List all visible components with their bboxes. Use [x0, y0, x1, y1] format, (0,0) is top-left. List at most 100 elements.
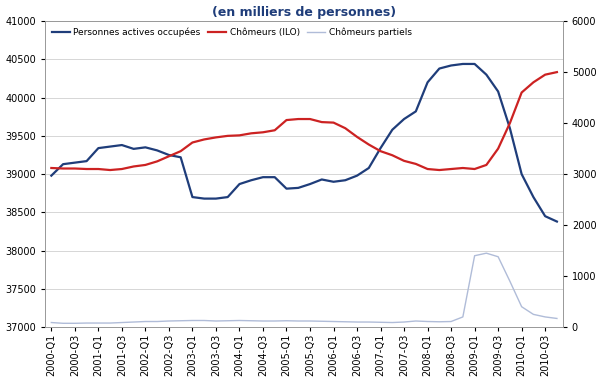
Personnes actives occupées: [530, 195, 537, 199]
Chômeurs partiels: [518, 304, 526, 309]
Chômeurs (ILO): [142, 163, 149, 167]
Chômeurs (ILO): [271, 128, 278, 133]
Personnes actives occupées: [247, 178, 255, 183]
Chômeurs (ILO): [424, 167, 431, 171]
Chômeurs partiels: [166, 319, 173, 323]
Chômeurs (ILO): [118, 167, 125, 171]
Chômeurs (ILO): [471, 167, 478, 171]
Chômeurs partiels: [353, 320, 361, 324]
Chômeurs (ILO): [330, 120, 337, 125]
Personnes actives occupées: [200, 196, 208, 201]
Personnes actives occupées: [424, 80, 431, 84]
Chômeurs (ILO): [483, 163, 490, 167]
Chômeurs (ILO): [48, 166, 55, 170]
Chômeurs partiels: [530, 312, 537, 317]
Chômeurs partiels: [189, 318, 196, 323]
Chômeurs partiels: [436, 319, 443, 324]
Chômeurs (ILO): [459, 166, 467, 170]
Chômeurs partiels: [142, 319, 149, 324]
Chômeurs (ILO): [107, 168, 114, 172]
Chômeurs (ILO): [342, 126, 349, 131]
Chômeurs partiels: [60, 321, 67, 325]
Chômeurs (ILO): [83, 167, 90, 171]
Personnes actives occupées: [553, 219, 560, 224]
Chômeurs partiels: [318, 319, 325, 324]
Personnes actives occupées: [48, 173, 55, 178]
Personnes actives occupées: [154, 148, 161, 153]
Personnes actives occupées: [60, 162, 67, 167]
Chômeurs (ILO): [213, 135, 220, 140]
Personnes actives occupées: [259, 175, 267, 180]
Chômeurs partiels: [483, 251, 490, 256]
Chômeurs partiels: [48, 320, 55, 325]
Personnes actives occupées: [236, 182, 243, 186]
Chômeurs partiels: [506, 279, 514, 283]
Chômeurs (ILO): [306, 117, 314, 121]
Chômeurs (ILO): [177, 149, 184, 154]
Chômeurs partiels: [342, 319, 349, 324]
Chômeurs (ILO): [247, 131, 255, 136]
Chômeurs (ILO): [412, 162, 420, 166]
Chômeurs (ILO): [518, 90, 526, 95]
Chômeurs (ILO): [530, 80, 537, 84]
Personnes actives occupées: [177, 155, 184, 160]
Chômeurs (ILO): [506, 121, 514, 125]
Chômeurs partiels: [236, 318, 243, 323]
Personnes actives occupées: [130, 147, 137, 151]
Chômeurs (ILO): [353, 134, 361, 139]
Personnes actives occupées: [518, 172, 526, 176]
Chômeurs (ILO): [130, 164, 137, 169]
Personnes actives occupées: [71, 160, 78, 165]
Chômeurs partiels: [247, 319, 255, 323]
Chômeurs (ILO): [365, 142, 373, 147]
Personnes actives occupées: [95, 146, 102, 151]
Personnes actives occupées: [330, 180, 337, 184]
Chômeurs (ILO): [166, 154, 173, 159]
Chômeurs partiels: [459, 315, 467, 319]
Personnes actives occupées: [400, 117, 408, 121]
Line: Chômeurs (ILO): Chômeurs (ILO): [51, 72, 557, 170]
Chômeurs partiels: [154, 319, 161, 324]
Chômeurs partiels: [553, 316, 560, 321]
Chômeurs partiels: [447, 319, 455, 324]
Chômeurs partiels: [494, 254, 501, 259]
Chômeurs (ILO): [318, 120, 325, 125]
Personnes actives occupées: [506, 126, 514, 131]
Personnes actives occupées: [542, 214, 549, 219]
Personnes actives occupées: [189, 195, 196, 199]
Personnes actives occupées: [213, 196, 220, 201]
Chômeurs (ILO): [236, 133, 243, 138]
Chômeurs (ILO): [400, 159, 408, 163]
Line: Chômeurs partiels: Chômeurs partiels: [51, 253, 557, 323]
Personnes actives occupées: [389, 128, 396, 132]
Chômeurs (ILO): [294, 117, 302, 121]
Personnes actives occupées: [471, 62, 478, 66]
Personnes actives occupées: [483, 72, 490, 77]
Personnes actives occupées: [342, 178, 349, 183]
Chômeurs (ILO): [436, 168, 443, 172]
Legend: Personnes actives occupées, Chômeurs (ILO), Chômeurs partiels: Personnes actives occupées, Chômeurs (IL…: [50, 26, 414, 39]
Personnes actives occupées: [224, 195, 231, 199]
Personnes actives occupées: [166, 153, 173, 157]
Chômeurs partiels: [424, 319, 431, 324]
Chômeurs (ILO): [60, 166, 67, 171]
Chômeurs partiels: [224, 319, 231, 323]
Chômeurs (ILO): [377, 149, 384, 154]
Chômeurs partiels: [542, 315, 549, 319]
Chômeurs partiels: [213, 319, 220, 323]
Chômeurs (ILO): [189, 140, 196, 145]
Chômeurs partiels: [400, 320, 408, 324]
Personnes actives occupées: [142, 145, 149, 150]
Chômeurs (ILO): [447, 167, 455, 171]
Chômeurs (ILO): [389, 153, 396, 157]
Chômeurs (ILO): [200, 137, 208, 142]
Personnes actives occupées: [294, 186, 302, 190]
Chômeurs partiels: [200, 318, 208, 323]
Chômeurs (ILO): [259, 130, 267, 134]
Chômeurs partiels: [294, 319, 302, 323]
Chômeurs partiels: [471, 253, 478, 258]
Chômeurs (ILO): [224, 134, 231, 138]
Chômeurs (ILO): [542, 72, 549, 77]
Personnes actives occupées: [283, 186, 290, 191]
Line: Personnes actives occupées: Personnes actives occupées: [51, 64, 557, 222]
